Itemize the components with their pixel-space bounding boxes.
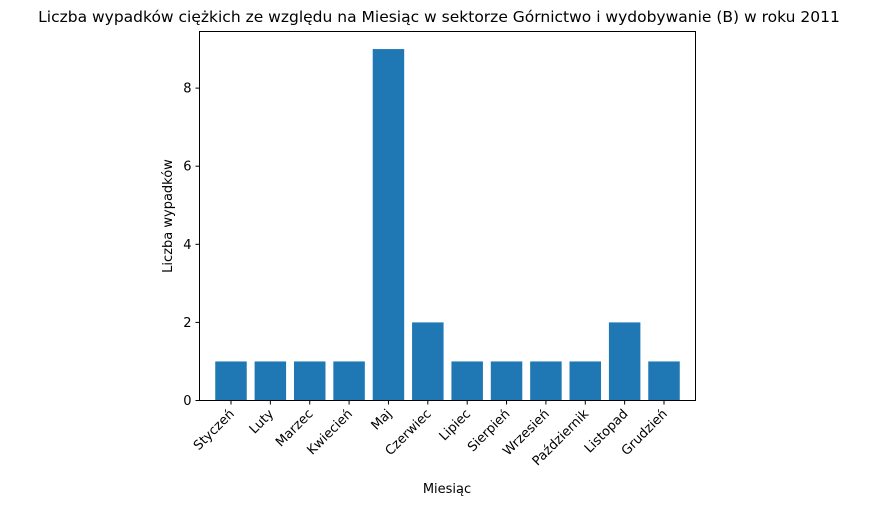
bar-7	[451, 361, 483, 401]
bar-2	[254, 361, 287, 401]
bar-4	[333, 361, 365, 401]
y-tick-label-3: 6	[183, 160, 191, 175]
y-tick-label-0: 0	[183, 394, 191, 409]
x-tick-label-1: Luty	[247, 407, 278, 438]
bar-6	[412, 322, 444, 401]
bar-8	[490, 361, 523, 401]
bar-1	[215, 361, 247, 401]
bar-12	[648, 361, 680, 401]
bar-10	[569, 361, 602, 401]
y-axis-label: Liczba wypadków	[161, 159, 176, 273]
y-tick-label-2: 4	[183, 238, 191, 253]
bar-11	[608, 322, 641, 401]
y-tick-label-4: 8	[183, 82, 191, 97]
x-axis-label: Miesiąc	[423, 482, 471, 497]
bar-3	[293, 361, 326, 401]
plot-frame	[199, 31, 696, 401]
x-tick-label-6: Lipiec	[437, 407, 474, 444]
chart-title: Liczba wypadków ciężkich ze względu na M…	[38, 8, 840, 26]
x-tick-label-4: Maj	[369, 407, 396, 434]
y-tick-label-1: 2	[183, 316, 191, 331]
bar-5	[372, 49, 405, 401]
x-tick-label-0: Styczeń	[191, 407, 238, 454]
y-axis: 0 2 4 6 8	[183, 82, 200, 409]
plot-area	[215, 49, 680, 401]
bar-9	[530, 361, 562, 401]
